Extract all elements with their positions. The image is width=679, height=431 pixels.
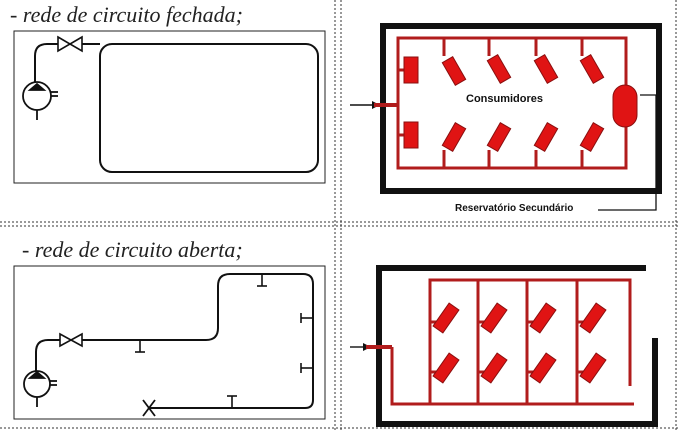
caption-open-circuit: - rede de circuito aberta; [22, 237, 243, 262]
consumer-left-top [398, 56, 419, 84]
consumers-top-row [441, 38, 605, 86]
valve-icon [59, 332, 83, 348]
feed-pipe [34, 43, 100, 82]
plant-wall [376, 265, 658, 427]
label-consumers: Consumidores [466, 93, 544, 105]
red-distribution-pipes [390, 278, 634, 406]
label-secondary-reservoir: Reservatório Secundário [455, 203, 574, 214]
consumers-open [432, 302, 607, 384]
cap-x-icon [142, 399, 156, 417]
reservoir-leader-line [598, 94, 657, 211]
tap-icon [300, 313, 313, 323]
plant-wall [380, 23, 662, 194]
closed-circuit-plant [350, 23, 662, 211]
tap-icon [227, 395, 237, 408]
closed-loop-pipe [99, 43, 319, 173]
closed-circuit-schematic [13, 30, 326, 184]
open-circuit-plant [350, 265, 658, 427]
compressor-icon [22, 81, 58, 120]
consumers-bottom-row [441, 122, 605, 168]
panel-border [13, 265, 326, 420]
consumer-left-bottom [398, 121, 419, 149]
valve-icon [57, 35, 83, 53]
open-circuit-schematic [13, 265, 326, 420]
tap-icon [257, 274, 267, 287]
tap-icon [300, 363, 313, 373]
panel-border [13, 30, 326, 184]
open-main-pipe [35, 273, 314, 409]
secondary-reservoir [612, 84, 638, 128]
compressor-icon [23, 370, 57, 407]
tap-icon [135, 340, 145, 353]
caption-closed-circuit: - rede de circuito fechada; [10, 2, 243, 27]
